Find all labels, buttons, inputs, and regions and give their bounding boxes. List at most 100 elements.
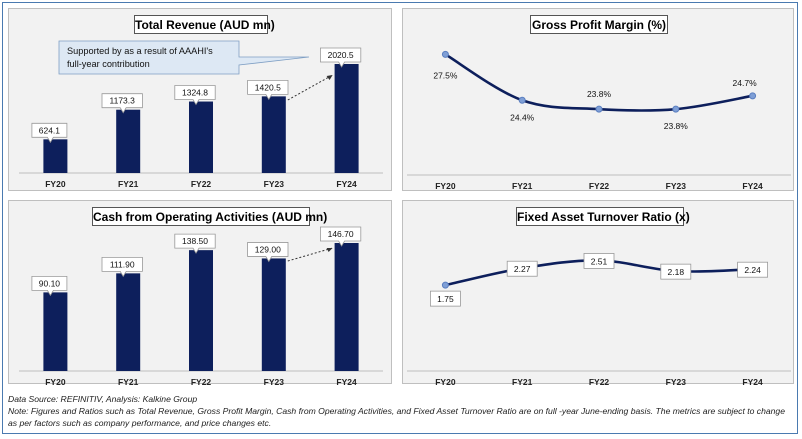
- data-label: 1420.5: [247, 79, 289, 101]
- annotation-text: full-year contribution: [67, 59, 150, 69]
- data-label-text: 90.10: [39, 278, 61, 288]
- x-tick-label: FY24: [742, 181, 763, 191]
- bar: [261, 96, 286, 173]
- x-tick-label: FY23: [264, 377, 285, 385]
- data-point: [595, 105, 603, 113]
- x-tick-label: FY22: [191, 377, 212, 385]
- data-point: [441, 50, 449, 58]
- bar: [189, 101, 213, 173]
- annotation-text: Supported by as a result of AAAHI's: [67, 46, 213, 56]
- x-tick-label: FY22: [191, 179, 212, 189]
- data-label: 2.18: [668, 267, 685, 277]
- data-label-text: 146.70: [328, 229, 354, 239]
- data-label: 146.70: [320, 226, 362, 247]
- data-label: 624.1: [31, 122, 68, 144]
- x-tick-label: FY20: [45, 179, 66, 189]
- chart-title: Fixed Asset Turnover Ratio (x): [516, 207, 690, 226]
- data-label: 111.90: [101, 256, 143, 278]
- chart-title: Gross Profit Margin (%): [530, 15, 668, 34]
- data-label-box: [31, 122, 68, 144]
- data-label: 2.27: [514, 264, 531, 274]
- fixed-asset-turnover-chart: FY20 FY21 FY22 FY23 FY24 1.75 2.27 2.51 2.18 2.24: [407, 253, 791, 385]
- data-label-box: [31, 275, 68, 297]
- data-point: [672, 105, 680, 113]
- chart-title: Cash from Operating Activities (AUD mn): [92, 207, 327, 226]
- x-tick-label: FY23: [666, 377, 687, 385]
- annotation-box: [58, 40, 310, 75]
- bar: [116, 273, 141, 371]
- data-label: 1.75: [437, 294, 454, 304]
- data-label: 27.5%: [433, 70, 458, 80]
- data-label: 1173.3: [101, 93, 143, 114]
- total-revenue-chart: FY20 FY21 FY22 FY23 FY24 624.1 1173.3 1324.8 142…: [19, 40, 383, 189]
- data-label-box: [101, 93, 143, 114]
- bar: [261, 258, 286, 371]
- x-tick-label: FY20: [435, 181, 456, 191]
- gross-profit-margin-chart: FY20 FY21 FY22 FY23 FY24 27.5% 24.4% 23.8% 23.8%…: [407, 50, 791, 191]
- trend-arrow: [287, 247, 333, 262]
- data-label-box: [737, 261, 769, 278]
- data-label-box: [429, 290, 461, 307]
- dashboard-frame: [2, 2, 798, 434]
- disclaimer-note: Note: Figures and Ratios such as Total R…: [8, 406, 785, 428]
- data-label: 24.4%: [510, 112, 535, 122]
- data-label-box: [247, 79, 289, 101]
- data-point: [518, 96, 526, 104]
- data-point: [749, 92, 757, 100]
- trend-arrow: [287, 74, 333, 101]
- data-label-box: [660, 263, 692, 280]
- x-tick-label: FY24: [742, 377, 763, 385]
- data-label-box: [583, 253, 615, 269]
- data-label: 2.24: [744, 265, 761, 275]
- bar: [189, 250, 213, 371]
- data-label-text: 1420.5: [255, 82, 281, 92]
- x-tick-label: FY21: [118, 179, 139, 189]
- operating-cash-chart: FY20 FY21 FY22 FY23 FY24 90.10 111.90 138.50 129…: [19, 226, 383, 385]
- series-line: [444, 53, 753, 112]
- bar: [43, 292, 68, 371]
- trend-arrowhead: [326, 75, 333, 80]
- data-label-box: [506, 260, 538, 277]
- operating-cash-panel: Cash from Operating Activities (AUD mn) …: [8, 200, 392, 385]
- total-revenue-panel: Total Revenue (AUD mn) FY20 FY21 FY22 FY23 F…: [8, 8, 392, 191]
- x-tick-label: FY24: [336, 377, 357, 385]
- data-label-box: [101, 256, 143, 278]
- data-label: 138.50: [174, 233, 216, 254]
- data-label-box: [174, 85, 216, 106]
- data-label-text: 1324.8: [182, 88, 208, 98]
- data-label-text: 138.50: [182, 236, 208, 246]
- data-label: 2020.5: [320, 47, 362, 68]
- data-label-box: [174, 233, 216, 254]
- x-tick-label: FY23: [666, 181, 687, 191]
- fixed-asset-turnover-panel: Fixed Asset Turnover Ratio (x) FY20 FY21 F…: [402, 200, 794, 385]
- x-tick-label: FY21: [118, 377, 139, 385]
- data-label: 90.10: [31, 275, 68, 297]
- chart-title: Total Revenue (AUD mn): [134, 15, 275, 34]
- data-label-text: 1173.3: [110, 96, 136, 106]
- data-label: 23.8%: [587, 89, 612, 99]
- bar: [116, 109, 141, 173]
- x-tick-label: FY21: [512, 181, 533, 191]
- x-tick-label: FY20: [45, 377, 66, 385]
- data-source-note: Data Source: REFINITIV, Analysis: Kalkin…: [8, 394, 198, 404]
- data-label: 1324.8: [174, 85, 216, 106]
- trend-arrowhead: [326, 248, 333, 252]
- data-label: 129.00: [247, 242, 289, 263]
- x-tick-label: FY21: [512, 377, 533, 385]
- data-label-text: 2020.5: [328, 50, 354, 60]
- x-tick-label: FY20: [435, 377, 456, 385]
- x-tick-label: FY24: [336, 179, 357, 189]
- data-label-box: [320, 226, 362, 247]
- data-label-box: [247, 242, 289, 263]
- data-label: 2.51: [591, 256, 608, 266]
- data-label: 23.8%: [664, 121, 689, 131]
- bar: [334, 243, 359, 371]
- bar: [334, 64, 359, 173]
- data-label-text: 111.90: [110, 259, 135, 269]
- data-label-text: 129.00: [255, 244, 281, 254]
- bar: [43, 139, 68, 173]
- x-tick-label: FY23: [264, 179, 285, 189]
- data-label-box: [320, 47, 362, 68]
- gross-profit-margin-panel: Gross Profit Margin (%) FY20 FY21 FY22 FY23…: [402, 8, 794, 191]
- data-point: [441, 281, 449, 289]
